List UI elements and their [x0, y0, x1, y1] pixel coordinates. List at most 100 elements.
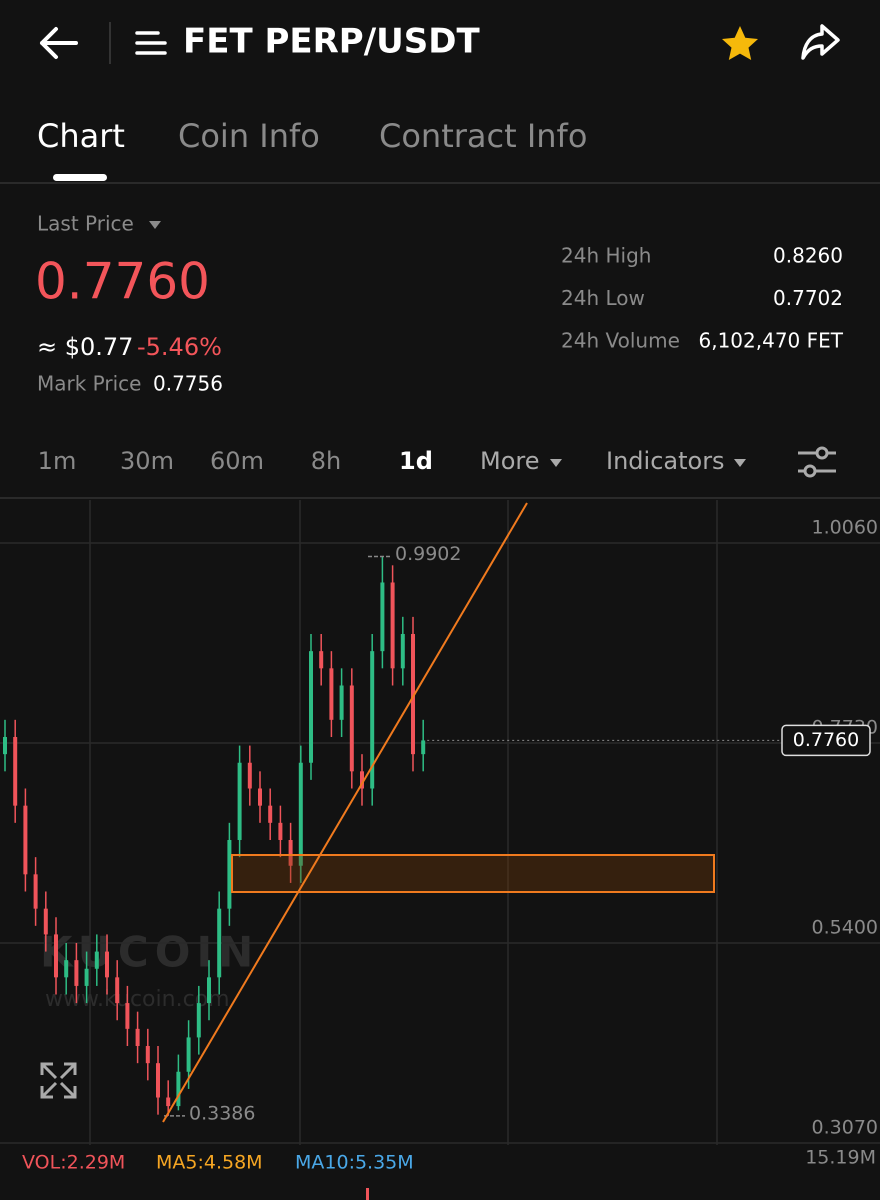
chart: 1.00600.77300.54000.30700.77600.99020.33… [0, 517, 880, 1144]
stat-label: 24h High [561, 244, 651, 268]
candle-body [227, 839, 232, 909]
candle-body [166, 1097, 171, 1107]
watermark: KUCOIN [40, 928, 259, 977]
last-price-label[interactable]: Last Price [37, 212, 134, 236]
trend-line [162, 502, 528, 1123]
zone-box [231, 854, 715, 893]
candle-body [349, 685, 354, 772]
candle-body [329, 668, 334, 720]
ma10-label: MA10:5.35M [295, 1152, 414, 1174]
interval[interactable]: 8h [311, 447, 341, 475]
candle-body [156, 1063, 160, 1098]
interval-active[interactable]: 1d [399, 447, 433, 475]
candle-body [3, 736, 7, 755]
caret [734, 459, 746, 467]
candle-body [207, 977, 211, 1004]
y-tick-label: 1.0060 [812, 517, 878, 539]
candle-body [105, 951, 109, 978]
candle-body [186, 1037, 191, 1072]
candle-body [319, 651, 324, 669]
vol-label: VOL:2.29M [22, 1152, 125, 1174]
candle-body [217, 908, 222, 978]
tab[interactable]: Chart [37, 117, 125, 155]
candle-body [278, 822, 283, 840]
candle-body [268, 805, 273, 823]
stat-label: 24h Volume [561, 329, 680, 353]
candle-body [370, 651, 375, 789]
candle-body [258, 788, 262, 806]
volume-bar [366, 1188, 369, 1200]
menu-icon[interactable] [135, 31, 167, 55]
interval[interactable]: 30m [120, 447, 174, 475]
tab-underline [53, 174, 107, 181]
candle-body [380, 582, 385, 652]
candle-body [400, 633, 405, 669]
share-icon[interactable] [801, 24, 840, 60]
candle-body [176, 1071, 181, 1107]
candle-body [115, 977, 120, 1004]
stat-value: 0.7702 [773, 286, 843, 310]
indicators-menu[interactable]: Indicators [606, 447, 725, 475]
fullscreen-icon [40, 1062, 77, 1099]
min-label: 0.3386 [189, 1102, 255, 1124]
candle-body [64, 960, 69, 978]
caret [550, 459, 562, 467]
more-menu[interactable]: More [480, 447, 540, 475]
last-price: 0.7760 [35, 253, 210, 311]
back-button[interactable] [40, 27, 78, 59]
candle-body [247, 762, 252, 789]
candle-body [339, 685, 344, 720]
candle-body [135, 1028, 140, 1047]
candle-body [298, 762, 303, 866]
candle-body [74, 960, 79, 986]
candle-body [94, 951, 99, 969]
candle-body [13, 736, 18, 806]
menu-lines [135, 31, 167, 55]
candle-body [84, 968, 89, 986]
knob [815, 446, 829, 460]
vertical-grid [89, 500, 718, 1145]
candle-body [125, 1003, 130, 1029]
interval[interactable]: 60m [210, 447, 264, 475]
watermark: www.kucoin.com [45, 987, 230, 1012]
stat-value: 0.8260 [773, 244, 843, 268]
interval[interactable]: 1m [38, 447, 77, 475]
stats: 24h High 0.8260 24h Low 0.7702 24h Volume 6,1… [561, 244, 844, 353]
candle-body [288, 839, 293, 866]
y-tick-label: 0.5400 [812, 917, 878, 939]
pair-title[interactable]: FET PERP/USDT [183, 22, 480, 62]
stat-label: 24h Low [561, 286, 645, 310]
stat-value: 6,102,470 FET [698, 329, 843, 353]
settings-icon[interactable] [798, 446, 836, 478]
candle-body [309, 651, 313, 763]
candle-body [360, 771, 364, 789]
mark-price: 0.7756 [153, 372, 223, 396]
candle-body [23, 805, 28, 875]
caret [149, 221, 161, 229]
candle-body [411, 633, 415, 755]
tab[interactable]: Coin Info [178, 117, 320, 155]
candle-body [54, 934, 58, 978]
candle-body [33, 874, 38, 909]
volume-axis-label: 15.19M [805, 1147, 876, 1169]
current-price-label: 0.7760 [793, 729, 859, 751]
knob [803, 464, 817, 478]
candle-body [421, 740, 426, 755]
candle-body [196, 1003, 201, 1038]
mark-price-label: Mark Price [37, 372, 141, 396]
max-label: 0.9902 [395, 543, 461, 565]
approx-price: ≈ $0.77 [37, 333, 133, 361]
favorite-star[interactable] [722, 26, 758, 60]
back-icon [40, 27, 78, 59]
change: -5.46% [137, 333, 222, 361]
candle-body [145, 1046, 150, 1064]
candle-body [237, 762, 242, 840]
candle-body [390, 582, 395, 669]
candle-body [43, 908, 48, 935]
ma5-label: MA5:4.58M [156, 1152, 263, 1174]
fullscreen-button[interactable] [40, 1062, 77, 1099]
tab[interactable]: Contract Info [379, 117, 587, 155]
